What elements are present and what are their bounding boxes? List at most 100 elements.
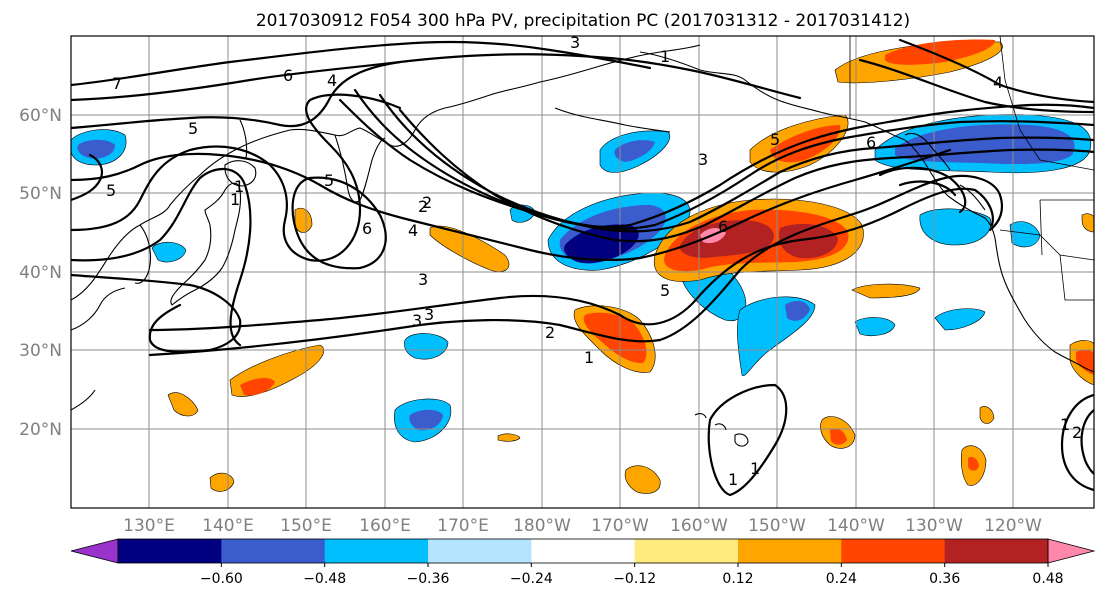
pv-contour (148, 187, 994, 332)
pv-contour (858, 58, 1094, 114)
contour-label: 5 (660, 281, 670, 300)
lon-label: 140°W (827, 516, 885, 536)
shading-layer (71, 39, 1094, 494)
shade-pos-region (979, 406, 995, 424)
lon-label: 160°E (359, 516, 411, 536)
pv-contour (398, 108, 1094, 243)
pv-contour (878, 166, 967, 214)
shade-pos-region (851, 283, 921, 299)
lon-label: 180°W (513, 516, 571, 536)
contour-label: 2 (545, 323, 555, 342)
colorbar-extend-high (1047, 538, 1096, 564)
contour-label: 3 (698, 150, 708, 169)
colorbar-segment (634, 539, 739, 563)
lon-label: 150°E (280, 516, 332, 536)
contour-label: 2 (1072, 423, 1082, 442)
colorbar-tick-label: 0.12 (722, 571, 753, 587)
lon-label: 170°E (437, 516, 489, 536)
contour-label: 1 (230, 190, 240, 209)
pv-contour (71, 273, 242, 353)
shade-pos-region (1076, 349, 1094, 375)
shade-neg-region (77, 139, 115, 159)
pv-contour (1080, 408, 1094, 476)
shade-neg-region (614, 140, 655, 162)
colorbar-segment (324, 539, 429, 563)
coast-japan (170, 182, 242, 306)
colorbar-segment (841, 539, 946, 563)
contour-label: 1 (750, 459, 760, 478)
coast-bc-islands (904, 132, 986, 211)
contour-label: 1 (234, 177, 244, 196)
pv-contour (353, 88, 1094, 230)
gridlines (71, 36, 1094, 508)
contour-label: 1 (584, 348, 594, 367)
contour-labels: 7 6 4 5 3 5 1 2 4 6 3 3 2 1 5 6 5 6 3 1 … (106, 36, 1082, 489)
pv-contour (71, 60, 402, 130)
coast-aleutians (554, 107, 671, 133)
lon-label: 160°W (670, 516, 728, 536)
colorbar-tick-label: −0.48 (303, 571, 346, 587)
shade-pos-region (770, 125, 841, 163)
pv-contour (707, 383, 788, 497)
contour-label: 4 (993, 73, 1003, 92)
pv-contour (71, 53, 802, 102)
colorbar-segment (118, 539, 222, 563)
pv-contour (71, 148, 952, 261)
pv-contour (71, 167, 252, 347)
coast-sakhalin (239, 119, 248, 159)
shade-pos-region (167, 392, 199, 417)
lon-label: 130°W (905, 516, 963, 536)
map-frame (70, 35, 1095, 509)
colorbar-segment (944, 539, 1049, 563)
coast-korea (134, 224, 152, 284)
colorbar-tick-label: −0.60 (200, 571, 243, 587)
contour-label: 6 (718, 217, 728, 236)
contour-label: 4 (327, 71, 337, 90)
contour-label: 6 (283, 66, 293, 85)
shade-pos-region (429, 225, 510, 272)
shade-pos-region (240, 378, 275, 396)
shade-pos-region (679, 220, 774, 258)
coast-hokkaido (224, 160, 257, 187)
shade-neg-region (409, 409, 443, 431)
pv-contour (291, 176, 387, 270)
contour-label: 5 (188, 119, 198, 138)
pv-contour (71, 153, 104, 202)
pv-contour (898, 38, 1094, 104)
shade-neg-region (151, 241, 187, 263)
pv-contour (71, 93, 402, 262)
contour-label: 2 (422, 193, 432, 212)
shade-pos-region (968, 456, 979, 471)
lat-label-50n: 50°N (19, 184, 62, 204)
contour-label: 1 (660, 47, 670, 66)
contour-label: 3 (418, 270, 428, 289)
lat-label-40n: 40°N (19, 263, 62, 283)
contour-label: 4 (408, 221, 418, 240)
contour-label: 6 (362, 219, 372, 238)
shade-pos-region (624, 465, 661, 494)
shade-pos-region (779, 223, 838, 259)
lon-label: 130°E (123, 516, 175, 536)
contour-label: 1 (728, 470, 738, 489)
contour-label: 1 (1060, 415, 1070, 434)
shade-pos-region (497, 433, 521, 442)
colorbar-outline (117, 538, 1049, 564)
colorbar-tick-label: −0.12 (613, 571, 656, 587)
lat-label-20n: 20°N (19, 420, 62, 440)
lon-label: 120°W (984, 516, 1042, 536)
colorbar-tick-label: −0.24 (510, 571, 553, 587)
shade-pos-region (1081, 213, 1094, 233)
contour-label: 3 (424, 305, 434, 324)
shade-pos-region (294, 207, 313, 233)
pv-contour (378, 93, 1094, 233)
shade-neg-region (934, 308, 986, 331)
coast-asia (71, 44, 701, 301)
lat-label-30n: 30°N (19, 341, 62, 361)
lat-label-60n: 60°N (19, 106, 62, 126)
pv-contour (338, 98, 1094, 228)
colorbar-segment (221, 539, 326, 563)
political-borders (849, 36, 1094, 301)
colorbar-segment (738, 539, 842, 563)
map-title: 2017030912 F054 300 hPa PV, precipitatio… (256, 11, 910, 31)
